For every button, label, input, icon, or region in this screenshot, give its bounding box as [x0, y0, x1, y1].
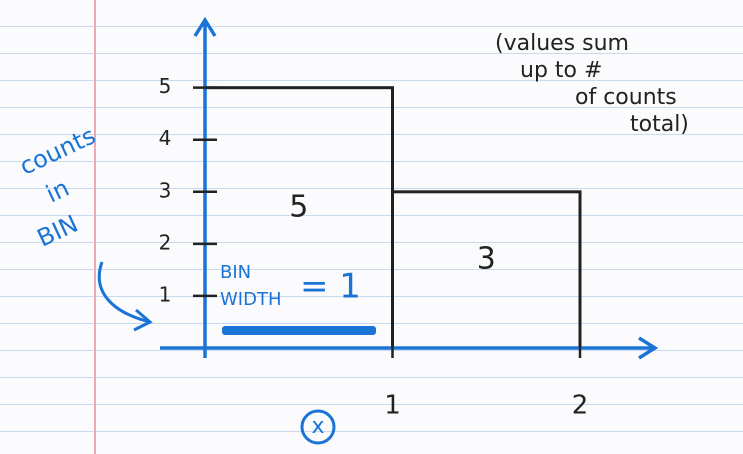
- x-axis-label: x: [311, 414, 324, 439]
- note-text: up to #: [520, 58, 602, 83]
- y-tick-label: 4: [159, 126, 172, 150]
- notebook-page: 531234512xcountsinBINBINWIDTH= 1(values …: [0, 0, 743, 454]
- bar-value-label: 5: [289, 189, 308, 224]
- note-text: total): [630, 112, 689, 137]
- bin-width-text: WIDTH: [220, 289, 282, 310]
- y-axis-label: in: [42, 174, 74, 209]
- bin-width-text: = 1: [300, 267, 361, 307]
- y-tick-label: 2: [159, 230, 172, 254]
- x-tick-label: 2: [572, 391, 589, 421]
- y-axis-label: counts: [15, 121, 100, 180]
- y-axis-label: BIN: [33, 210, 82, 253]
- chart: 531234512xcountsinBINBINWIDTH= 1(values …: [0, 0, 743, 454]
- bin-width-bar: [222, 326, 376, 335]
- note-text: of counts: [575, 85, 677, 110]
- y-tick-label: 1: [159, 282, 172, 306]
- y-label-arrow: [99, 262, 150, 330]
- x-tick-label: 1: [384, 391, 401, 421]
- bin-width-text: BIN: [220, 262, 251, 283]
- bar-value-label: 3: [477, 241, 496, 276]
- y-tick-label: 5: [159, 74, 172, 98]
- y-tick-label: 3: [159, 178, 172, 202]
- note-text: (values sum: [495, 31, 629, 56]
